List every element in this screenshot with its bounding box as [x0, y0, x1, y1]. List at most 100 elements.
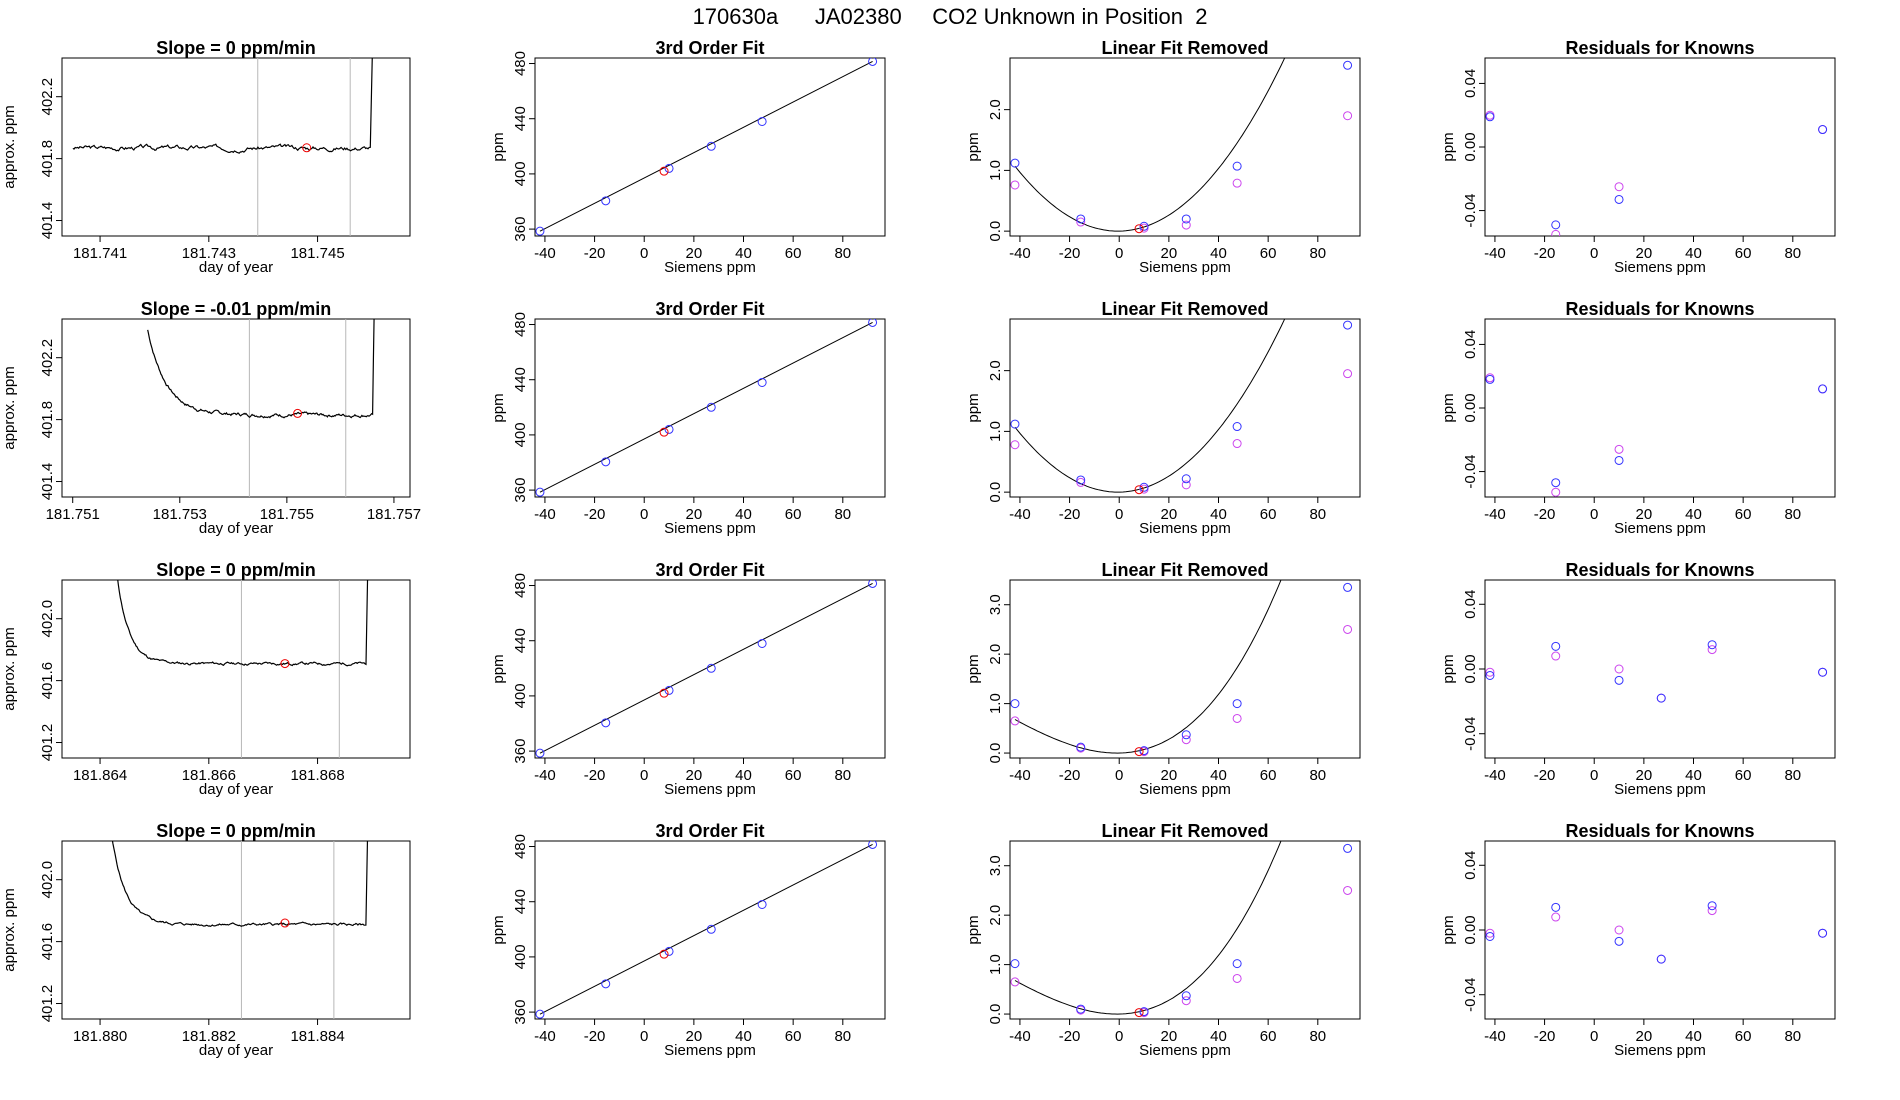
x-tick-label: 20: [686, 1028, 703, 1045]
plot-area: [1485, 901, 1828, 964]
x-tick-label: 0: [1115, 1028, 1123, 1045]
y-axis-label: ppm: [965, 393, 982, 422]
chart-panel-r4-c3: Linear Fit Removed -40 -20 0 20 40 60 80 0.0 1.0 2…: [950, 823, 1425, 1083]
chart-svg: Residuals for Knowns -40 -20 0 20 40 60 80 -0.04…: [1440, 823, 1836, 1059]
point-blue: [1343, 60, 1353, 70]
point-blue: [1614, 455, 1624, 465]
fit-line: [539, 61, 873, 232]
y-tick-label: 1.0: [987, 954, 1004, 975]
plot-frame: [61, 57, 411, 237]
x-tick-label: 0: [640, 1028, 648, 1045]
point-blue: [706, 141, 716, 151]
point-blue: [757, 377, 767, 387]
x-tick-label: 80: [834, 1028, 851, 1045]
y-tick-label: 0.00: [1462, 393, 1479, 422]
x-tick-label: 80: [1309, 1028, 1326, 1045]
y-tick-label: 402.2: [39, 78, 56, 116]
mean-marker-point: [280, 659, 290, 669]
mean-marker-point: [302, 143, 312, 153]
y-tick-label: 0.0: [987, 1004, 1004, 1025]
chart-svg: Linear Fit Removed -40 -20 0 20 40 60 80 0.0 1.0 2…: [965, 823, 1361, 1059]
x-tick-label: -20: [584, 1028, 606, 1045]
y-tick-label: 480: [512, 573, 529, 598]
y-tick-label: 480: [512, 51, 529, 76]
plot-area: [1010, 58, 1353, 234]
point-blue: [1485, 374, 1495, 384]
x-tick-label: 20: [1161, 506, 1178, 523]
point-blue: [1181, 474, 1191, 484]
x-tick-label: 40: [1685, 767, 1702, 784]
y-tick-label: 360: [512, 478, 529, 503]
plot-frame: [1484, 57, 1836, 237]
x-axis-label: Siemens ppm: [664, 1042, 756, 1059]
plot-frame: [1484, 840, 1836, 1020]
point-blue: [601, 196, 611, 206]
point-magenta: [1343, 369, 1353, 379]
chart-title: 3rd Order Fit: [655, 40, 764, 58]
y-axis-label: ppm: [965, 132, 982, 161]
x-tick-label: -20: [584, 767, 606, 784]
y-tick-label: 401.2: [39, 985, 56, 1023]
point-blue: [1551, 478, 1561, 488]
x-tick-label: -40: [534, 506, 556, 523]
x-tick-label: 40: [1210, 506, 1227, 523]
y-tick-label: 2.0: [987, 905, 1004, 926]
x-tick-label: -20: [1534, 506, 1556, 523]
point-magenta: [1485, 928, 1495, 938]
x-tick-label: -40: [1009, 767, 1031, 784]
fit-curve: [1014, 580, 1282, 754]
x-tick-label: -40: [534, 245, 556, 262]
y-tick-label: 3.0: [987, 855, 1004, 876]
chart-svg: Linear Fit Removed -40 -20 0 20 40 60 80 0.0 1.0 2…: [965, 562, 1361, 798]
y-tick-label: 401.4: [39, 202, 56, 240]
chart-title: Linear Fit Removed: [1101, 301, 1268, 319]
plot-frame: [534, 57, 886, 237]
chart-panel-r4-c2: 3rd Order Fit -40 -20 0 20 40 60 80 360 400 440 480…: [475, 823, 950, 1083]
y-tick-label: 0.04: [1462, 69, 1479, 98]
x-tick-label: 181.868: [290, 767, 344, 784]
point-magenta: [1614, 925, 1624, 935]
mean-marker-point: [280, 918, 290, 928]
point-red: [659, 949, 669, 959]
plot-frame: [1484, 579, 1836, 759]
x-tick-label: 20: [1636, 245, 1653, 262]
point-blue: [1076, 1004, 1086, 1014]
point-blue: [868, 58, 878, 66]
x-axis-label: Siemens ppm: [1139, 1042, 1231, 1059]
y-tick-label: 440: [512, 889, 529, 914]
y-tick-label: 401.6: [39, 662, 56, 700]
y-tick-label: -0.04: [1462, 454, 1479, 488]
chart-title: 3rd Order Fit: [655, 301, 764, 319]
chart-svg: Slope = 0 ppm/min 181.880 181.882 181.884 40…: [1, 823, 411, 1059]
point-blue: [1139, 746, 1149, 756]
x-tick-label: -20: [584, 245, 606, 262]
point-magenta: [1707, 906, 1717, 916]
point-red: [659, 688, 669, 698]
point-magenta: [1343, 624, 1353, 634]
y-tick-label: 360: [512, 1000, 529, 1025]
plot-area: [535, 580, 878, 758]
point-blue: [1181, 991, 1191, 1001]
point-blue: [1232, 959, 1242, 969]
x-axis-label: Siemens ppm: [664, 259, 756, 276]
data-trace-line: [147, 319, 375, 419]
point-blue: [706, 402, 716, 412]
plot-area: [535, 58, 878, 236]
y-tick-label: 440: [512, 106, 529, 131]
point-magenta: [1010, 716, 1020, 726]
y-axis-label: approx. ppm: [1, 105, 18, 188]
chart-svg: 3rd Order Fit -40 -20 0 20 40 60 80 360 400 440 480…: [490, 562, 886, 798]
fit-curve: [1014, 58, 1286, 232]
plot-area: [111, 841, 369, 1019]
x-tick-label: 181.753: [153, 506, 207, 523]
chart-title: Slope = 0 ppm/min: [156, 40, 316, 58]
chart-title: Slope = 0 ppm/min: [156, 562, 316, 580]
chart-panel-r4-c4: Residuals for Knowns -40 -20 0 20 40 60 80 -0.04…: [1425, 823, 1900, 1083]
y-tick-label: 402.2: [39, 339, 56, 377]
plot-frame: [534, 579, 886, 759]
point-blue: [1181, 214, 1191, 224]
point-magenta: [1232, 178, 1242, 188]
x-tick-label: -20: [584, 506, 606, 523]
y-tick-label: 2.0: [987, 644, 1004, 665]
x-tick-label: 0: [1590, 1028, 1598, 1045]
